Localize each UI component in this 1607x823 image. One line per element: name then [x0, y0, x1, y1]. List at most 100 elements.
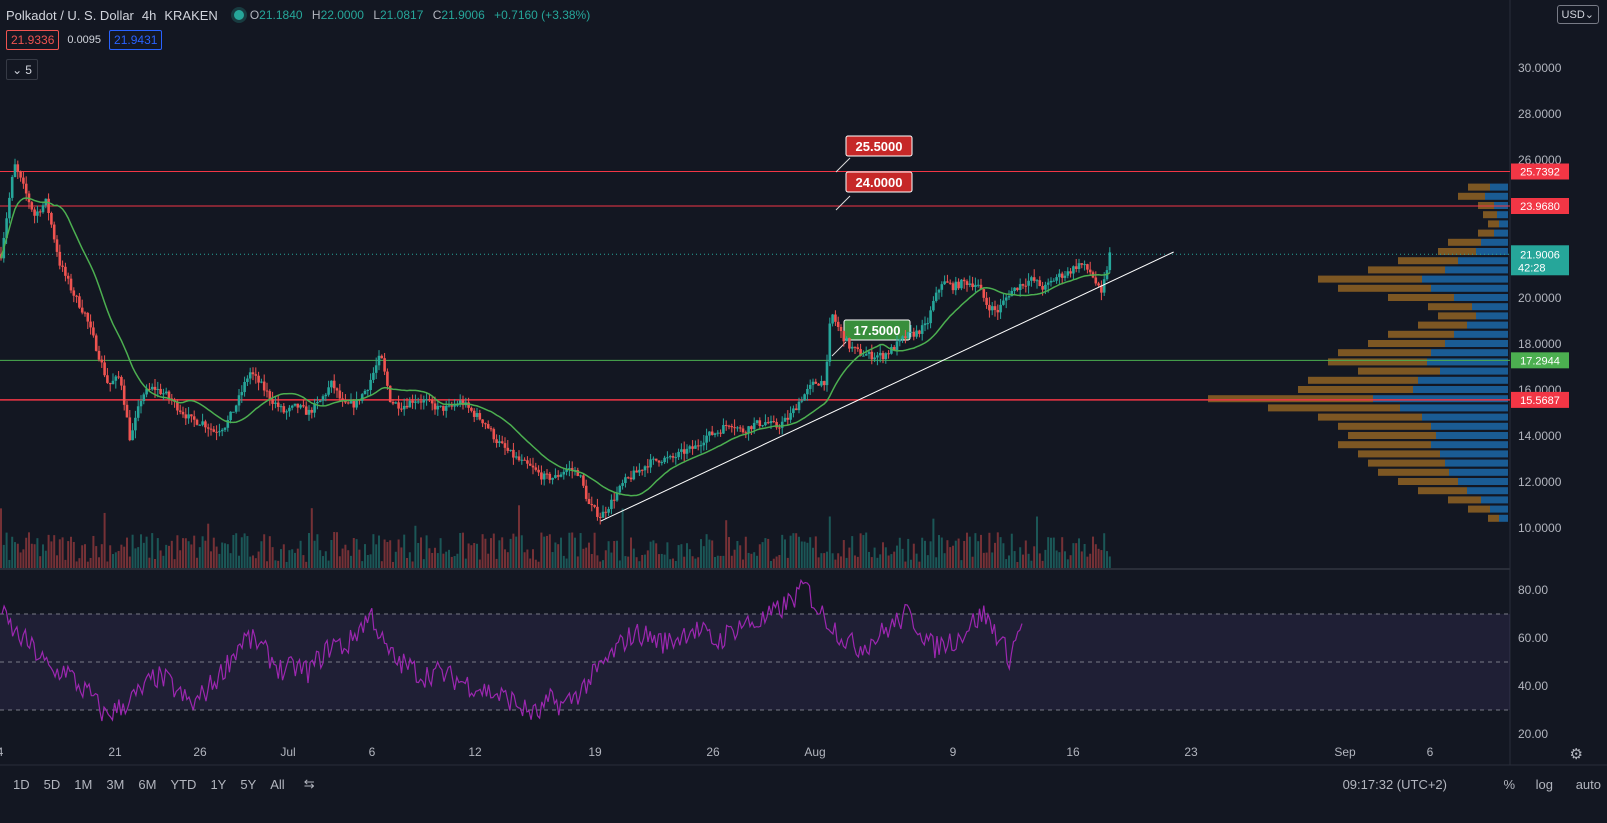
- axis-price-tag: [1511, 163, 1569, 180]
- axis-price-tag: [1511, 352, 1569, 369]
- volume-bar: [579, 533, 582, 568]
- time-axis-tick: 19: [588, 745, 602, 759]
- volume-bar: [103, 512, 106, 568]
- price-axis-tick: 10.0000: [1518, 521, 1562, 535]
- candle-body: [820, 381, 823, 386]
- range-5y[interactable]: 5Y: [240, 776, 257, 792]
- bid-price[interactable]: 21.9336: [6, 30, 60, 50]
- goto-date-icon[interactable]: ⇆: [303, 776, 315, 791]
- volume-bar: [658, 554, 660, 568]
- candle-body: [24, 183, 28, 194]
- candle-body: [982, 289, 986, 298]
- candle-body: [789, 413, 792, 420]
- range-all[interactable]: All: [270, 776, 285, 792]
- candle-body: [1021, 284, 1025, 286]
- candle-body: [856, 347, 860, 350]
- candle-body: [909, 331, 913, 333]
- volume-bar: [361, 561, 364, 568]
- candle-body: [444, 405, 448, 411]
- volume-bar: [728, 537, 730, 568]
- volume-bar: [814, 536, 817, 568]
- interval-label[interactable]: 4h: [141, 7, 157, 23]
- candle-body: [696, 445, 700, 447]
- volume-profile-bar: [1398, 257, 1458, 265]
- candle-body: [881, 352, 885, 360]
- volume-bar: [78, 558, 81, 568]
- candle-body: [1108, 252, 1112, 271]
- gear-icon[interactable]: ⚙: [1569, 746, 1583, 763]
- volume-bar: [904, 561, 907, 568]
- volume-profile-bar: [1400, 404, 1508, 412]
- volume-profile-bar: [1478, 229, 1494, 237]
- volume-bar: [212, 537, 215, 568]
- volume-profile-bar: [1413, 386, 1508, 393]
- range-1m[interactable]: 1M: [74, 776, 93, 792]
- volume-bar: [25, 537, 28, 568]
- volume-bar: [487, 553, 490, 568]
- range-3m[interactable]: 3M: [106, 776, 125, 792]
- indicators-collapse-button[interactable]: ⌄ 5: [6, 59, 38, 80]
- volume-bar: [386, 542, 389, 568]
- candle-body: [204, 421, 207, 428]
- candle-body: [531, 465, 535, 468]
- candle-body: [486, 424, 490, 429]
- candle-body: [934, 292, 938, 301]
- volume-bar: [1061, 537, 1064, 568]
- volume-bar: [184, 538, 187, 568]
- volume-bar: [42, 544, 44, 568]
- volume-bar: [422, 559, 425, 568]
- volume-profile-bar: [1368, 266, 1445, 274]
- range-5d[interactable]: 5D: [43, 776, 61, 792]
- volume-bar: [372, 534, 375, 568]
- volume-bar: [632, 548, 635, 568]
- log-toggle[interactable]: log: [1535, 776, 1553, 792]
- clock[interactable]: 09:17:32 (UTC+2): [1342, 776, 1447, 792]
- candle-body: [918, 330, 921, 334]
- volume-bar: [145, 536, 148, 568]
- candle-body: [937, 289, 941, 293]
- quote-row: 21.9336 0.0095 21.9431: [6, 30, 163, 50]
- volume-bar: [1022, 554, 1024, 568]
- candle-body: [276, 402, 280, 407]
- volume-profile-bar: [1348, 432, 1436, 439]
- volume-bar: [806, 542, 809, 568]
- candle-body: [876, 355, 879, 358]
- range-1d[interactable]: 1D: [13, 776, 30, 792]
- candle-body: [943, 281, 946, 285]
- candle-body: [111, 380, 115, 385]
- volume-bar: [1024, 540, 1027, 568]
- range-ytd[interactable]: YTD: [170, 776, 197, 792]
- volume-bar: [543, 536, 546, 568]
- candle-body: [136, 406, 140, 418]
- range-1y[interactable]: 1Y: [210, 776, 227, 792]
- candle-body: [680, 449, 683, 452]
- price-axis-tick: 20.0000: [1518, 291, 1562, 305]
- candle-body: [47, 198, 50, 214]
- volume-bar: [296, 548, 299, 568]
- volume-bar: [789, 535, 792, 568]
- volume-bar: [557, 544, 560, 568]
- symbol-name[interactable]: Polkadot / U. S. Dollar: [6, 7, 134, 23]
- candle-body: [769, 421, 773, 424]
- symbol-header[interactable]: Polkadot / U. S. Dollar 4h KRAKEN O21.18…: [6, 6, 596, 24]
- auto-toggle[interactable]: auto: [1575, 776, 1601, 792]
- range-6m[interactable]: 6M: [138, 776, 157, 792]
- volume-bar: [1103, 533, 1106, 568]
- candle-body: [814, 381, 818, 384]
- currency-select[interactable]: USD⌄: [1556, 5, 1599, 24]
- volume-bar: [526, 549, 529, 568]
- volume-bar: [462, 532, 464, 568]
- ask-price[interactable]: 21.9431: [109, 30, 163, 50]
- candle-body: [971, 283, 974, 288]
- candle-body: [1058, 273, 1061, 278]
- volume-bar: [173, 559, 176, 568]
- volume-bar: [652, 540, 655, 568]
- candle-body: [839, 326, 843, 332]
- volume-bar: [540, 532, 543, 568]
- time-axis-tick: Aug: [804, 745, 825, 759]
- volume-bar: [859, 533, 862, 568]
- percent-toggle[interactable]: %: [1503, 776, 1515, 792]
- volume-bar: [322, 556, 324, 568]
- volume-bar: [257, 551, 260, 568]
